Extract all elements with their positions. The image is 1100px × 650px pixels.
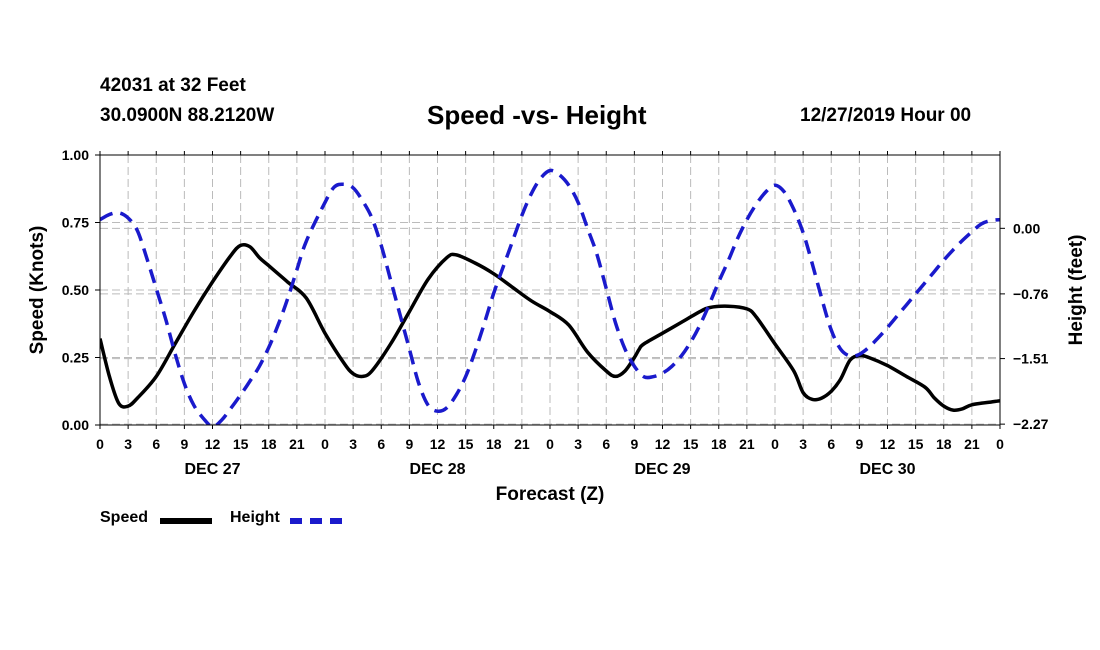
x-tick-label: 9 [630,436,638,452]
y-tick-label: 1.00 [62,147,89,163]
x-tick-label: 0 [546,436,554,452]
day-label: DEC 30 [859,461,915,478]
x-tick-label: 3 [124,436,132,452]
chart-title: Speed -vs- Height [427,100,647,130]
y-axis-title: Speed (Knots) [27,226,48,355]
y2-tick-label: −0.76 [1013,286,1049,302]
x-tick-label: 18 [936,436,952,452]
x-tick-label: 18 [711,436,727,452]
day-label: DEC 27 [184,461,240,478]
y-tick-label: 0.75 [62,215,89,231]
x-tick-label: 15 [683,436,699,452]
x-tick-label: 12 [205,436,221,452]
grid-layer [100,155,1000,425]
y2-tick-label: 0.00 [1013,220,1040,236]
y2-tick-label: −2.27 [1013,416,1049,432]
legend-speed-swatch [160,518,212,524]
x-tick-label: 12 [655,436,671,452]
x-tick-label: 21 [964,436,980,452]
axis-layer: 0 3 6 9 12 15 18 21 0 3 6 9 12 15 18 21 0 3 6 9 12 15 18 21 0 3 6 9… [62,147,1049,478]
x-tick-label: 9 [180,436,188,452]
x-tick-label: 15 [233,436,249,452]
x-tick-label: 6 [152,436,160,452]
x-tick-label: 9 [405,436,413,452]
x-tick-label: 3 [799,436,807,452]
station-id: 42031 at 32 Feet [100,75,246,96]
station-coords: 30.0900N 88.2120W [100,105,275,126]
x-tick-label: 6 [602,436,610,452]
x-tick-label: 15 [908,436,924,452]
day-label: DEC 29 [634,461,690,478]
x-tick-label: 6 [377,436,385,452]
x-tick-label: 12 [880,436,896,452]
height-series-line [100,168,1000,425]
y2-tick-label: −1.51 [1013,351,1049,367]
x-tick-label: 0 [996,436,1004,452]
y-tick-label: 0.25 [62,350,89,366]
x-tick-label: 9 [855,436,863,452]
x-tick-label: 18 [261,436,277,452]
x-tick-label: 21 [289,436,305,452]
x-tick-label: 12 [430,436,446,452]
x-tick-label: 0 [321,436,329,452]
x-tick-label: 18 [486,436,502,452]
x-tick-label: 21 [514,436,530,452]
x-axis-title: Forecast (Z) [496,484,605,505]
x-tick-label: 6 [827,436,835,452]
legend-height-label: Height [230,509,280,526]
x-tick-label: 0 [771,436,779,452]
x-tick-label: 3 [574,436,582,452]
y-tick-label: 0.50 [62,282,89,298]
run-time: 12/27/2019 Hour 00 [800,105,972,126]
day-label: DEC 28 [409,461,465,478]
legend-speed-label: Speed [100,509,149,526]
x-tick-label: 15 [458,436,474,452]
series-layer [100,168,1000,425]
x-tick-label: 0 [96,436,104,452]
y-tick-label: 0.00 [62,417,89,433]
x-tick-label: 21 [739,436,755,452]
legend-height-swatch [290,518,342,524]
x-tick-label: 3 [349,436,357,452]
y2-axis-title: Height (feet) [1066,235,1087,346]
